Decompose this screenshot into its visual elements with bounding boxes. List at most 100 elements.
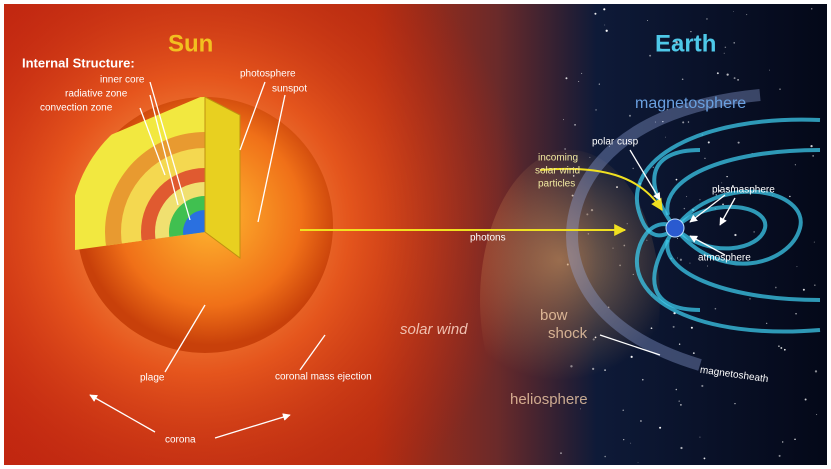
star bbox=[706, 265, 708, 267]
star bbox=[722, 203, 724, 206]
star bbox=[813, 241, 815, 243]
star bbox=[604, 24, 606, 26]
label: coronal mass ejection bbox=[275, 372, 372, 383]
stars bbox=[559, 8, 818, 463]
star bbox=[637, 461, 639, 463]
star bbox=[781, 441, 784, 443]
label: polar cusp bbox=[592, 137, 639, 148]
star bbox=[766, 322, 768, 324]
star bbox=[723, 52, 725, 54]
star bbox=[701, 384, 704, 388]
star bbox=[726, 175, 728, 178]
star bbox=[778, 454, 781, 457]
star bbox=[689, 262, 691, 264]
star bbox=[649, 54, 652, 57]
label: solar wind bbox=[400, 321, 468, 338]
star bbox=[666, 108, 669, 111]
star bbox=[715, 194, 717, 196]
star bbox=[768, 69, 771, 71]
star bbox=[802, 288, 805, 291]
star bbox=[733, 77, 736, 80]
star bbox=[654, 121, 657, 123]
star bbox=[699, 436, 701, 438]
star bbox=[734, 403, 736, 405]
star bbox=[662, 120, 664, 123]
star bbox=[676, 237, 678, 239]
star bbox=[812, 155, 814, 157]
star bbox=[814, 284, 816, 286]
star bbox=[733, 42, 736, 44]
star bbox=[690, 326, 693, 329]
label: magnetosphere bbox=[635, 95, 746, 112]
star bbox=[563, 119, 565, 121]
star bbox=[749, 298, 751, 300]
star bbox=[565, 77, 568, 80]
star bbox=[721, 182, 723, 184]
label: photons bbox=[470, 233, 506, 244]
star bbox=[560, 452, 562, 455]
star bbox=[811, 8, 813, 10]
star bbox=[680, 404, 682, 406]
star bbox=[789, 195, 791, 198]
star bbox=[780, 347, 783, 349]
label: particles bbox=[538, 179, 575, 190]
star bbox=[675, 388, 678, 391]
star bbox=[737, 141, 740, 144]
pointers bbox=[89, 81, 736, 439]
label: sunspot bbox=[272, 84, 307, 95]
star bbox=[682, 121, 685, 124]
label: shock bbox=[548, 325, 588, 342]
label: photosphere bbox=[240, 69, 296, 80]
label: atmosphere bbox=[698, 253, 751, 264]
star bbox=[628, 114, 631, 117]
star bbox=[581, 72, 583, 74]
star bbox=[598, 83, 600, 85]
earth bbox=[665, 218, 685, 238]
label: bow bbox=[540, 307, 568, 324]
star bbox=[716, 72, 719, 75]
label: convection zone bbox=[40, 103, 113, 114]
star bbox=[632, 167, 634, 170]
star bbox=[726, 73, 729, 76]
star bbox=[707, 141, 710, 144]
star bbox=[594, 12, 597, 15]
star bbox=[703, 457, 706, 460]
star bbox=[795, 313, 797, 315]
star bbox=[814, 370, 818, 373]
star bbox=[779, 88, 781, 90]
star bbox=[564, 148, 566, 150]
sun-title: Sun bbox=[168, 30, 213, 57]
label: corona bbox=[165, 435, 196, 446]
star bbox=[677, 257, 678, 259]
star bbox=[640, 420, 642, 422]
star bbox=[737, 79, 739, 81]
star bbox=[714, 307, 717, 310]
magnetosphere-lines bbox=[634, 117, 821, 334]
star bbox=[706, 18, 708, 20]
star bbox=[746, 14, 748, 16]
star bbox=[724, 46, 727, 49]
label: plage bbox=[140, 373, 165, 384]
star bbox=[778, 345, 780, 347]
star bbox=[630, 442, 632, 444]
label: incoming bbox=[538, 153, 578, 164]
label: radiative zone bbox=[65, 89, 128, 100]
star bbox=[652, 166, 654, 168]
star bbox=[623, 439, 625, 441]
star bbox=[604, 455, 606, 458]
star bbox=[699, 199, 701, 201]
star bbox=[726, 187, 729, 190]
star bbox=[804, 398, 807, 401]
star bbox=[733, 11, 734, 12]
star bbox=[675, 178, 678, 181]
label: plasmasphere bbox=[712, 185, 775, 196]
star bbox=[753, 231, 755, 233]
star bbox=[810, 145, 813, 148]
star bbox=[686, 196, 688, 198]
star bbox=[647, 20, 649, 21]
star bbox=[718, 189, 721, 192]
star bbox=[775, 286, 777, 289]
star bbox=[608, 145, 610, 147]
star bbox=[690, 31, 692, 33]
